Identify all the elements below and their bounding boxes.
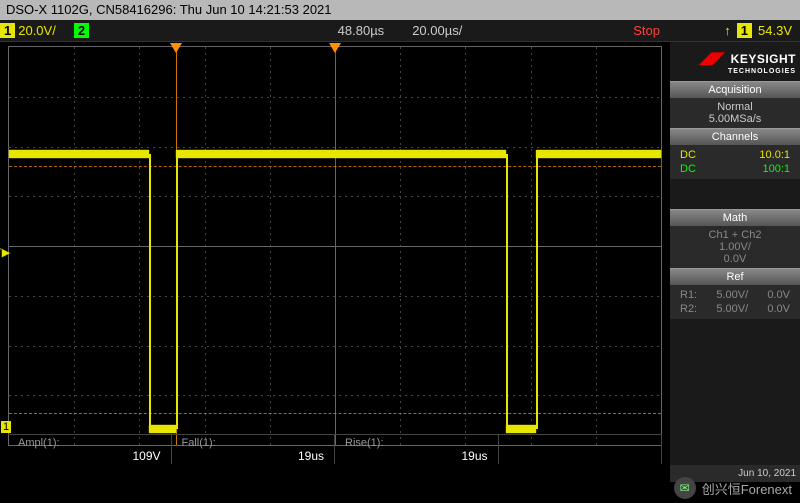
ch2-row: DC 100:1 bbox=[674, 162, 796, 176]
measurements-bar: Ampl(1): 109V Fall(1): 19us Rise(1): 19u… bbox=[8, 434, 662, 464]
acquisition-body: Normal 5.00MSa/s bbox=[670, 98, 800, 128]
wechat-overlay: ✉ 创兴恒Forenext bbox=[674, 477, 792, 499]
ref-r1: R1: 5.00V/ 0.0V bbox=[674, 288, 796, 302]
ch2-indicator[interactable]: 2 bbox=[74, 23, 89, 38]
channels-header[interactable]: Channels bbox=[670, 128, 800, 145]
ch1-badge: 1 bbox=[0, 23, 15, 38]
acquisition-header[interactable]: Acquisition bbox=[670, 81, 800, 98]
acq-rate: 5.00MSa/s bbox=[674, 113, 796, 125]
math-header[interactable]: Math bbox=[670, 209, 800, 226]
delay-value: 48.80µs bbox=[338, 23, 385, 38]
math-body: Ch1 + Ch2 1.00V/ 0.0V bbox=[670, 226, 800, 268]
ch1-indicator[interactable]: 1 20.0V/ bbox=[0, 23, 70, 38]
graticule: 1T▶ bbox=[8, 46, 662, 446]
side-panel: ◢◤ KEYSIGHT TECHNOLOGIES Acquisition Nor… bbox=[670, 42, 800, 482]
ref-r2: R2: 5.00V/ 0.0V bbox=[674, 302, 796, 316]
measurement-fall[interactable]: Fall(1): 19us bbox=[172, 435, 336, 464]
main-area: 1T▶ Ampl(1): 109V Fall(1): 19us Rise(1):… bbox=[0, 42, 800, 482]
measurement-ampl[interactable]: Ampl(1): 109V bbox=[8, 435, 172, 464]
ref-header[interactable]: Ref bbox=[670, 268, 800, 285]
wechat-icon: ✉ bbox=[674, 477, 696, 499]
brand-logo: ◢◤ KEYSIGHT TECHNOLOGIES bbox=[670, 42, 800, 81]
trigger-slope-icon: ↑ bbox=[724, 23, 731, 38]
trigger-ch: 1 bbox=[737, 23, 752, 38]
waveform-area[interactable]: 1T▶ Ampl(1): 109V Fall(1): 19us Rise(1):… bbox=[0, 42, 670, 482]
ch1-ground-marker: 1 bbox=[1, 421, 11, 433]
keysight-icon: ◢◤ bbox=[699, 50, 725, 67]
wechat-text: 创兴恒Forenext bbox=[702, 479, 792, 498]
trigger-time-marker bbox=[329, 43, 341, 53]
status-bar: 1 20.0V/ 2 48.80µs 20.00µs/ Stop ↑ 1 54.… bbox=[0, 20, 800, 42]
run-state[interactable]: Stop bbox=[633, 23, 660, 38]
device-info-bar: DSO-X 1102G, CN58416296: Thu Jun 10 14:2… bbox=[0, 0, 800, 20]
trigger-indicator[interactable]: ↑ 1 54.3V bbox=[724, 23, 792, 38]
trigger-level: 54.3V bbox=[758, 23, 792, 38]
ch1-scale: 20.0V/ bbox=[18, 23, 56, 38]
ch1-row: DC 10.0:1 bbox=[674, 148, 796, 162]
measurement-rise[interactable]: Rise(1): 19us bbox=[335, 435, 499, 464]
device-model: DSO-X 1102G bbox=[6, 2, 89, 17]
trigger-level-marker: T▶ bbox=[0, 246, 10, 259]
device-datetime: Thu Jun 10 14:21:53 2021 bbox=[180, 2, 332, 17]
acq-mode: Normal bbox=[674, 101, 796, 113]
timebase-value: 20.00µs/ bbox=[412, 23, 462, 38]
channels-body: DC 10.0:1 DC 100:1 bbox=[670, 145, 800, 179]
measurement-empty bbox=[499, 435, 663, 464]
ch2-badge: 2 bbox=[74, 23, 89, 38]
ref-body: R1: 5.00V/ 0.0V R2: 5.00V/ 0.0V bbox=[670, 285, 800, 319]
device-serial: CN58416296 bbox=[96, 2, 173, 17]
